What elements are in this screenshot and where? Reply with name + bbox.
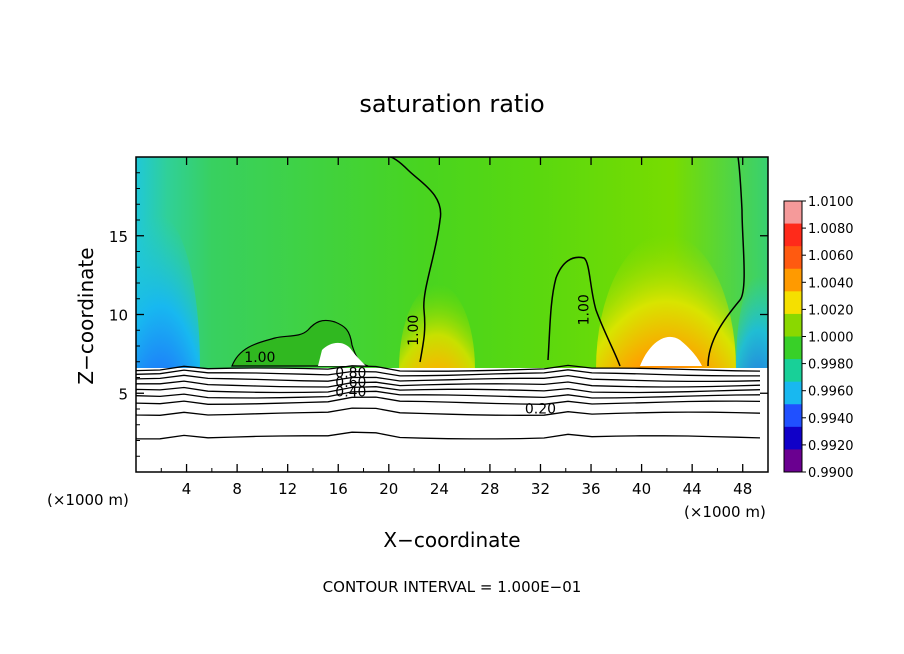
x-tick-label: 20: [379, 480, 398, 498]
colorbar-label: 0.9900: [808, 466, 854, 481]
colorbar-swatch: [784, 201, 802, 225]
contour-label: 0.40: [335, 384, 366, 400]
colorbar-swatch: [784, 223, 802, 247]
colorbar-label: 0.9980: [808, 358, 854, 373]
isoline: [136, 396, 761, 405]
isoline: [136, 374, 761, 383]
contour-label: 1.00: [244, 350, 275, 366]
x-tick-label: 24: [430, 480, 449, 498]
upper-contour: [389, 157, 442, 363]
colorbar-swatch: [784, 359, 802, 383]
colorbar-swatch: [784, 291, 802, 315]
x-unit-right: (×1000 m): [684, 503, 766, 521]
y-axis-title: Z−coordinate: [74, 247, 98, 384]
y-tick-label: 10: [109, 307, 128, 325]
isoline: [136, 431, 761, 440]
y-axis: 5 10 15: [109, 172, 768, 457]
contour-label: 0.60: [335, 375, 366, 391]
colorbar-swatch: [784, 404, 802, 428]
colorbar: 1.0100 1.0080 1.0060 1.0040 1.0020 1.0000 0.99…: [783, 195, 854, 481]
x-tick-label: 8: [232, 480, 242, 498]
blob-white-1: [318, 342, 366, 366]
isoline: [136, 390, 761, 399]
colorbar-label: 0.9920: [808, 439, 854, 454]
colorbar-swatch: [784, 313, 802, 337]
contour-label: 0.20: [525, 402, 556, 418]
colorbar-label: 0.9940: [808, 412, 854, 427]
x-tick-label: 28: [480, 480, 499, 498]
isoline: [136, 380, 761, 388]
x-axis-title: X−coordinate: [383, 528, 520, 552]
x-tick-label: 48: [733, 480, 752, 498]
right-contour: [547, 256, 621, 367]
contour-label: 1.00: [406, 315, 422, 346]
isoline: [136, 386, 761, 394]
x-axis: 4 8 12 16 20 24 28 32 36 40 44 48: [160, 157, 752, 498]
contour-label: 0.80: [335, 366, 366, 382]
colorbar-label: 1.0100: [808, 195, 854, 210]
x-tick-label: 16: [329, 480, 348, 498]
x-tick-label: 12: [278, 480, 297, 498]
isoline: [136, 364, 761, 372]
x-tick-label: 4: [182, 480, 192, 498]
colorbar-swatch: [784, 268, 802, 292]
x-tick-label: 36: [581, 480, 600, 498]
far-right-contour: [707, 157, 745, 367]
y-tick-label: 5: [118, 385, 128, 403]
x-tick-label: 40: [632, 480, 651, 498]
blob-white-2: [640, 336, 702, 366]
isoline: [136, 407, 761, 416]
contour-interval-footer: CONTOUR INTERVAL = 1.000E−01: [323, 578, 582, 596]
colorbar-label: 0.9960: [808, 385, 854, 400]
heatmap-field: [136, 157, 768, 472]
colorbar-swatch: [784, 246, 802, 270]
x-unit-left: (×1000 m): [47, 491, 129, 509]
colorbar-swatch: [784, 426, 802, 450]
isolines-group: [136, 364, 761, 440]
colorbar-swatch: [784, 336, 802, 360]
contour-label: 1.00: [577, 294, 593, 325]
contour-labels: 1.00 1.00 1.00 0.800.600.40 0.20: [244, 294, 592, 418]
chart-title: saturation ratio: [359, 90, 544, 118]
isoline: [136, 369, 760, 377]
colorbar-swatch: [784, 449, 802, 473]
x-tick-label: 32: [531, 480, 550, 498]
colorbar-label: 1.0060: [808, 249, 854, 264]
y-tick-label: 15: [109, 228, 128, 246]
colorbar-label: 1.0080: [808, 222, 854, 237]
colorbar-label: 1.0020: [808, 303, 854, 318]
x-tick-label: 44: [683, 480, 702, 498]
colorbar-label: 1.0000: [808, 331, 854, 346]
colorbar-swatch: [784, 381, 802, 405]
colorbar-label: 1.0040: [808, 276, 854, 291]
